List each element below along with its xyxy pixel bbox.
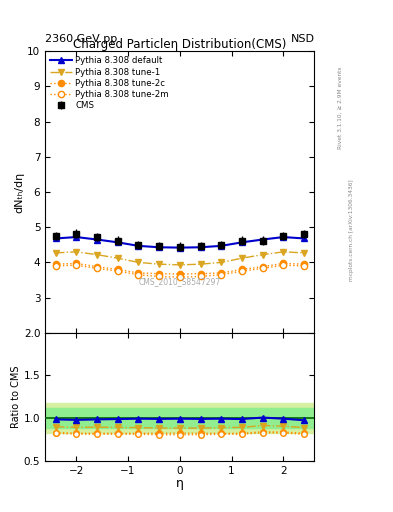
Pythia 8.308 tune-2c bbox=[95, 264, 99, 270]
Pythia 8.308 tune-2m bbox=[302, 263, 307, 269]
Pythia 8.308 tune-1 bbox=[260, 251, 265, 258]
Pythia 8.308 default bbox=[157, 244, 162, 250]
Pythia 8.308 default bbox=[53, 236, 58, 242]
Pythia 8.308 tune-2m bbox=[95, 265, 99, 271]
Pythia 8.308 tune-2m bbox=[157, 273, 162, 280]
Pythia 8.308 tune-2m bbox=[136, 272, 141, 278]
Pythia 8.308 tune-1 bbox=[53, 250, 58, 256]
Bar bbox=[45, 408, 314, 429]
Text: mcplots.cern.ch [arXiv:1306.3436]: mcplots.cern.ch [arXiv:1306.3436] bbox=[349, 180, 354, 281]
Pythia 8.308 tune-2m bbox=[198, 273, 203, 280]
Pythia 8.308 tune-2m bbox=[281, 262, 286, 268]
Line: Pythia 8.308 default: Pythia 8.308 default bbox=[52, 234, 307, 251]
Text: NSD: NSD bbox=[290, 34, 314, 44]
Pythia 8.308 tune-2m bbox=[240, 268, 244, 274]
Pythia 8.308 tune-2c bbox=[240, 266, 244, 272]
Y-axis label: Ratio to CMS: Ratio to CMS bbox=[11, 366, 21, 428]
Pythia 8.308 tune-2c bbox=[157, 270, 162, 276]
Pythia 8.308 tune-2c bbox=[178, 271, 182, 277]
Pythia 8.308 default bbox=[240, 239, 244, 245]
Text: CMS_2010_S8547297: CMS_2010_S8547297 bbox=[139, 278, 221, 287]
Pythia 8.308 tune-1 bbox=[157, 261, 162, 267]
Pythia 8.308 default bbox=[219, 243, 224, 249]
Pythia 8.308 tune-1 bbox=[240, 255, 244, 261]
Title: Charged Particleη Distribution(CMS): Charged Particleη Distribution(CMS) bbox=[73, 38, 286, 51]
Pythia 8.308 tune-2m bbox=[53, 263, 58, 269]
Line: Pythia 8.308 tune-1: Pythia 8.308 tune-1 bbox=[52, 249, 307, 268]
Bar bbox=[45, 403, 314, 434]
Pythia 8.308 default bbox=[198, 244, 203, 250]
Pythia 8.308 tune-2m bbox=[260, 265, 265, 271]
Pythia 8.308 tune-2m bbox=[115, 268, 120, 274]
Pythia 8.308 tune-1 bbox=[74, 249, 79, 255]
Text: 2360 GeV pp: 2360 GeV pp bbox=[45, 34, 118, 44]
Pythia 8.308 tune-1 bbox=[219, 259, 224, 265]
Pythia 8.308 tune-2c bbox=[53, 261, 58, 267]
Line: Pythia 8.308 tune-2c: Pythia 8.308 tune-2c bbox=[52, 260, 307, 277]
Text: Rivet 3.1.10, ≥ 2.9M events: Rivet 3.1.10, ≥ 2.9M events bbox=[338, 66, 342, 149]
Pythia 8.308 tune-2c bbox=[260, 264, 265, 270]
Pythia 8.308 default bbox=[260, 237, 265, 243]
Pythia 8.308 tune-2c bbox=[219, 270, 224, 276]
Pythia 8.308 tune-2m bbox=[219, 272, 224, 278]
Pythia 8.308 tune-1 bbox=[302, 250, 307, 256]
Pythia 8.308 tune-2m bbox=[178, 274, 182, 280]
Line: Pythia 8.308 tune-2m: Pythia 8.308 tune-2m bbox=[52, 262, 307, 280]
Pythia 8.308 tune-2c bbox=[302, 261, 307, 267]
Pythia 8.308 default bbox=[136, 243, 141, 249]
Pythia 8.308 tune-1 bbox=[178, 262, 182, 268]
Pythia 8.308 default bbox=[115, 239, 120, 245]
Pythia 8.308 default bbox=[302, 236, 307, 242]
Pythia 8.308 tune-1 bbox=[198, 261, 203, 267]
Pythia 8.308 tune-1 bbox=[115, 255, 120, 261]
Pythia 8.308 tune-2m bbox=[74, 262, 79, 268]
X-axis label: η: η bbox=[176, 477, 184, 490]
Pythia 8.308 default bbox=[95, 237, 99, 243]
Pythia 8.308 tune-2c bbox=[198, 270, 203, 276]
Pythia 8.308 tune-1 bbox=[281, 249, 286, 255]
Pythia 8.308 tune-2c bbox=[136, 270, 141, 276]
Pythia 8.308 tune-2c bbox=[281, 261, 286, 267]
Pythia 8.308 default bbox=[74, 234, 79, 240]
Pythia 8.308 default bbox=[281, 234, 286, 240]
Pythia 8.308 tune-1 bbox=[136, 259, 141, 265]
Pythia 8.308 tune-1 bbox=[95, 251, 99, 258]
Pythia 8.308 tune-2c bbox=[74, 261, 79, 267]
Legend: Pythia 8.308 default, Pythia 8.308 tune-1, Pythia 8.308 tune-2c, Pythia 8.308 tu: Pythia 8.308 default, Pythia 8.308 tune-… bbox=[48, 54, 171, 113]
Y-axis label: dNₜₕ/dη: dNₜₕ/dη bbox=[15, 172, 24, 212]
Pythia 8.308 default bbox=[178, 245, 182, 251]
Pythia 8.308 tune-2c bbox=[115, 266, 120, 272]
